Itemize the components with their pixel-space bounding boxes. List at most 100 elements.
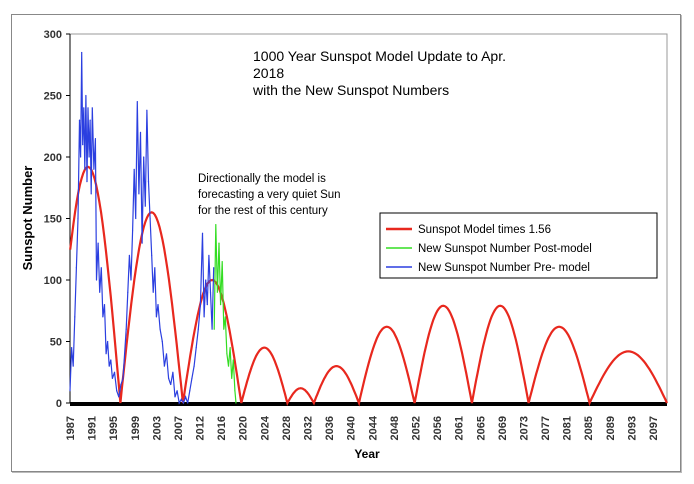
- data-point: [128, 254, 130, 256]
- data-point: [108, 365, 110, 367]
- data-point: [176, 390, 178, 392]
- data-point: [209, 291, 212, 293]
- x-tick-label: 2056: [432, 416, 444, 440]
- data-point: [226, 353, 228, 355]
- y-tick-label: 100: [44, 275, 62, 287]
- data-point: [211, 328, 213, 330]
- data-point: [152, 291, 154, 293]
- data-point: [111, 377, 114, 379]
- chart-title: 1000 Year Sunspot Model Update to Apr. 2…: [252, 48, 506, 98]
- data-point: [97, 242, 99, 244]
- y-tick-label: 150: [44, 214, 62, 226]
- data-point: [120, 383, 122, 386]
- data-point: [105, 353, 107, 355]
- legend: Sunspot Model times 1.56 New Sunspot Numb…: [379, 212, 658, 279]
- data-point: [187, 402, 189, 404]
- data-point: [107, 340, 109, 343]
- data-point: [85, 94, 87, 97]
- data-point: [77, 217, 79, 220]
- data-point: [74, 316, 76, 318]
- series-line-model: [69, 165, 668, 407]
- x-tick-label: 2077: [540, 416, 552, 440]
- data-point: [146, 109, 148, 111]
- data-point: [125, 328, 127, 330]
- data-point: [83, 107, 85, 109]
- data-point: [80, 156, 82, 158]
- data-point: [86, 181, 88, 183]
- data-point: [72, 365, 74, 367]
- data-point: [149, 217, 151, 220]
- data-point: [161, 340, 163, 343]
- data-point: [234, 390, 236, 392]
- x-tick-label: 1987: [65, 416, 77, 440]
- data-point: [70, 347, 73, 349]
- x-tick-label: 1991: [87, 416, 99, 440]
- data-point: [89, 119, 91, 121]
- annotation-line-2: forecasting a very quiet Sun: [198, 189, 341, 201]
- y-tick-label: 200: [44, 152, 62, 164]
- x-tick-label: 2081: [562, 416, 574, 440]
- data-point: [206, 304, 208, 306]
- data-point: [103, 304, 106, 306]
- data-point: [165, 353, 168, 355]
- data-point: [232, 359, 234, 361]
- data-point: [124, 353, 126, 355]
- data-point: [180, 398, 182, 400]
- data-point: [201, 232, 204, 234]
- data-point: [221, 260, 223, 263]
- annotation-line-1: Directionally the model is: [198, 173, 326, 185]
- data-point: [127, 291, 129, 293]
- data-point: [174, 396, 176, 398]
- title-line-1: 1000 Year Sunspot Model Update to Apr.: [253, 48, 506, 64]
- data-point: [94, 137, 97, 140]
- legend-box: [379, 212, 658, 279]
- data-point: [82, 144, 84, 146]
- data-point: [110, 359, 112, 361]
- x-tick-label: 1995: [108, 416, 120, 440]
- title-line-2: 2018: [253, 65, 284, 81]
- annotation-line-3: for the rest of this century: [198, 205, 328, 217]
- data-point: [102, 316, 104, 318]
- x-tick-label: 2044: [367, 415, 379, 440]
- data-point: [88, 156, 90, 158]
- x-tick-label: 2040: [346, 416, 358, 440]
- x-tick-label: 2028: [281, 416, 293, 440]
- y-axis-label: Sunspot Number: [20, 166, 35, 271]
- data-point: [223, 328, 225, 330]
- legend-label: Sunspot Model times 1.56: [418, 224, 551, 236]
- data-point: [197, 328, 199, 330]
- data-point: [184, 396, 187, 398]
- data-point: [139, 131, 142, 133]
- data-point: [130, 279, 132, 281]
- x-tick-label: 2073: [518, 416, 530, 440]
- data-point: [69, 390, 71, 392]
- title-line-3: with the New Sunspot Numbers: [252, 82, 449, 98]
- x-tick-label: 2089: [605, 416, 617, 440]
- data-point: [163, 365, 165, 367]
- data-point: [138, 193, 140, 195]
- data-point: [155, 316, 158, 318]
- data-point: [172, 371, 174, 373]
- data-point: [113, 371, 116, 373]
- data-point: [216, 291, 218, 293]
- data-point: [170, 383, 172, 386]
- x-tick-label: 2069: [497, 416, 509, 440]
- data-point: [227, 365, 230, 367]
- data-point: [208, 254, 210, 256]
- x-tick-label: 2012: [195, 416, 207, 440]
- y-tick-label: 250: [44, 91, 62, 103]
- data-point: [224, 316, 226, 318]
- data-point: [95, 279, 98, 281]
- x-tick-label: 2036: [324, 416, 336, 440]
- data-point: [75, 267, 77, 269]
- data-point: [189, 390, 191, 392]
- x-tick-label: 2016: [216, 416, 228, 440]
- data-point: [231, 377, 233, 379]
- y-tick-label: 300: [44, 29, 62, 41]
- data-point: [81, 51, 83, 54]
- x-tick-label: 2032: [303, 416, 315, 440]
- data-point: [93, 168, 95, 170]
- data-point: [182, 402, 185, 404]
- data-point: [193, 365, 195, 367]
- data-point: [151, 254, 153, 256]
